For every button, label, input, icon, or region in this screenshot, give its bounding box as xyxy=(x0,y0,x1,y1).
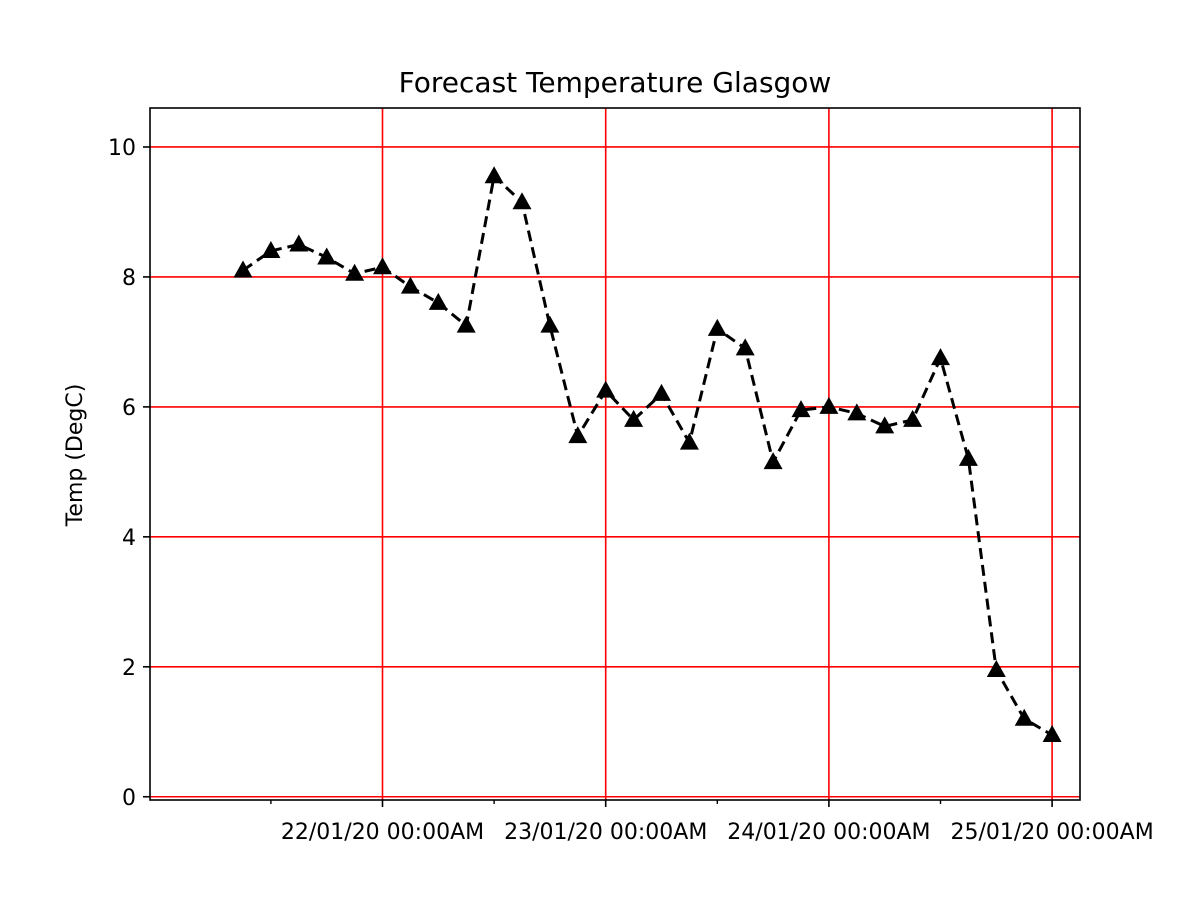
data-point-marker xyxy=(958,448,978,466)
data-point-marker xyxy=(345,263,365,281)
data-point-marker xyxy=(261,240,281,258)
x-tick-label: 25/01/20 00:00AM xyxy=(950,820,1153,845)
grid-lines xyxy=(150,108,1080,800)
data-point-marker xyxy=(707,318,727,336)
data-point-marker xyxy=(289,234,309,252)
data-point-marker xyxy=(735,338,755,356)
data-point-marker xyxy=(986,660,1006,678)
data-point-marker xyxy=(763,452,783,470)
data-point-marker xyxy=(652,383,671,401)
chart-title: Forecast Temperature Glasgow xyxy=(399,66,832,99)
data-point-marker xyxy=(400,276,420,294)
data-point-marker xyxy=(791,400,811,418)
data-point-marker xyxy=(1042,725,1062,743)
data-point-marker xyxy=(568,426,588,444)
y-tick-label: 10 xyxy=(108,136,136,161)
y-tick-label: 4 xyxy=(122,526,136,551)
x-tick-label: 23/01/20 00:00AM xyxy=(504,820,707,845)
axis-ticks: 0 2 4 6 8 10 22/01/20 00:00AM 23/01/20 00:00AM 2… xyxy=(108,136,1154,845)
data-point-marker xyxy=(456,315,476,333)
data-point-marker xyxy=(373,257,392,275)
data-point-marker xyxy=(679,432,699,450)
data-point-marker xyxy=(596,380,616,398)
data-point-marker xyxy=(540,315,560,333)
series-layer xyxy=(233,166,1062,743)
data-point-marker xyxy=(1014,708,1034,726)
y-axis-label: Temp (DegC) xyxy=(63,384,88,528)
y-tick-label: 2 xyxy=(122,656,136,681)
x-tick-label: 24/01/20 00:00AM xyxy=(727,820,930,845)
data-point-marker xyxy=(903,409,923,427)
data-point-marker xyxy=(819,396,839,414)
data-point-marker xyxy=(624,409,644,427)
data-point-marker xyxy=(317,247,337,265)
series-line xyxy=(242,174,1053,737)
data-point-marker xyxy=(512,192,532,210)
plot-frame xyxy=(149,107,1081,801)
data-point-marker xyxy=(233,260,253,278)
x-tick-label: 22/01/20 00:00AM xyxy=(281,820,484,845)
y-tick-label: 0 xyxy=(122,786,136,811)
data-point-marker xyxy=(484,166,504,184)
y-tick-label: 8 xyxy=(122,266,136,291)
data-point-marker xyxy=(428,292,448,310)
y-tick-label: 6 xyxy=(122,396,136,421)
data-point-marker xyxy=(875,416,895,434)
data-point-marker xyxy=(931,348,950,366)
data-point-marker xyxy=(847,403,867,421)
